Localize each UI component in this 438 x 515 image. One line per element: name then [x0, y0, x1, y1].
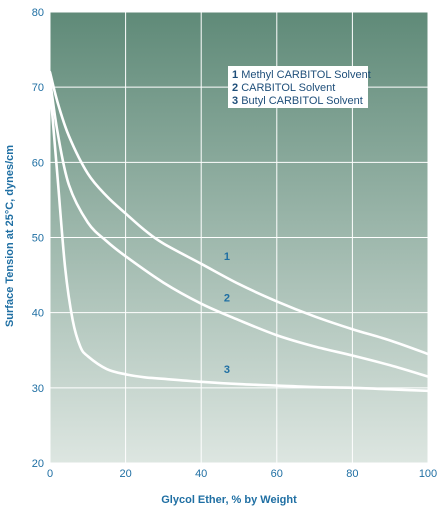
y-tick-label: 50	[32, 233, 44, 245]
x-axis-title: Glycol Ether, % by Weight	[161, 494, 297, 506]
legend-text: Butyl CARBITOL Solvent	[241, 95, 363, 107]
series-label-1: 1	[224, 251, 230, 263]
legend-number: 3	[232, 95, 241, 107]
legend-number: 1	[232, 69, 241, 81]
series-line-3	[48, 85, 430, 393]
y-tick-label: 40	[32, 308, 44, 320]
series-label-3: 3	[224, 364, 230, 376]
legend-number: 2	[232, 82, 241, 94]
legend-text: CARBITOL Solvent	[241, 82, 335, 94]
y-tick-label: 80	[32, 7, 44, 19]
x-tick-label: 0	[47, 468, 53, 480]
series-line-2	[48, 78, 430, 378]
grid-lines	[49, 11, 429, 464]
legend-text: Methyl CARBITOL Solvent	[241, 69, 371, 81]
series-lines	[48, 70, 430, 393]
x-tick-label: 40	[195, 468, 207, 480]
legend-item: 3 Butyl CARBITOL Solvent	[232, 95, 363, 107]
legend-item: 2 CARBITOL Solvent	[232, 82, 335, 94]
x-tick-label: 60	[271, 468, 283, 480]
y-tick-label: 30	[32, 383, 44, 395]
series-labels: 1 2 3	[224, 251, 230, 376]
legend-item: 1 Methyl CARBITOL Solvent	[232, 69, 371, 81]
y-tick-label: 70	[32, 82, 44, 94]
y-axis-title: Surface Tension at 25°C, dynes/cm	[4, 145, 16, 327]
legend-box	[228, 66, 368, 108]
x-tick-label: 100	[419, 468, 437, 480]
x-tick-label: 20	[119, 468, 131, 480]
y-tick-label: 20	[32, 458, 44, 470]
series-line-1	[48, 70, 430, 356]
x-tick-label: 80	[346, 468, 358, 480]
y-tick-label: 60	[32, 157, 44, 169]
series-label-2: 2	[224, 292, 230, 304]
